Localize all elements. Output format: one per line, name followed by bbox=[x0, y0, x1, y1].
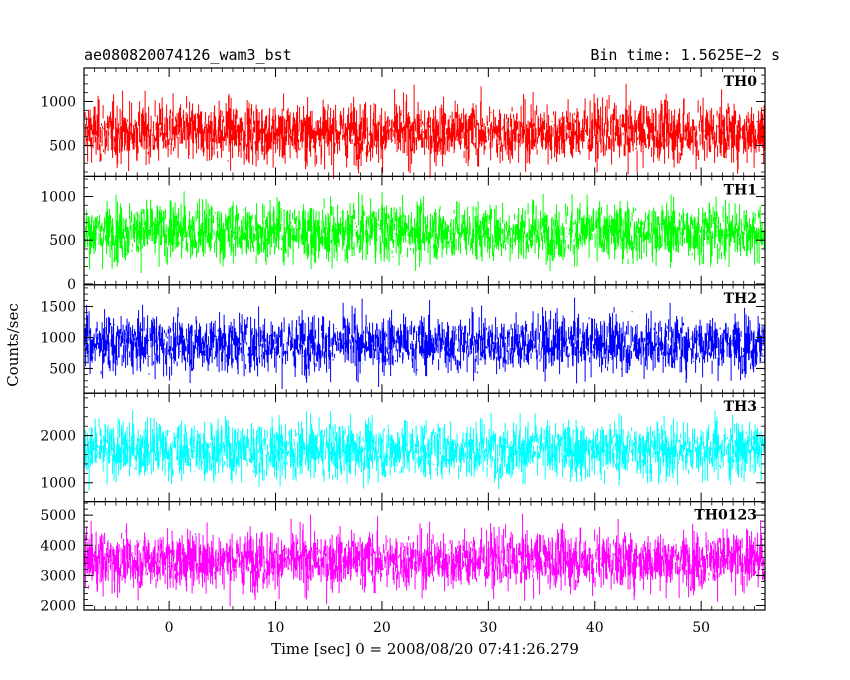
x-tick-label: 30 bbox=[479, 620, 497, 636]
y-tick-label: 3000 bbox=[40, 568, 76, 584]
x-tick-label: 0 bbox=[165, 620, 174, 636]
panel-th0123: 2000 3000 4000 5000 TH0123 bbox=[40, 501, 766, 614]
panel-label-th3: TH3 bbox=[724, 399, 757, 415]
chart-title-right: Bin time: 1.5625E−2 s bbox=[590, 46, 780, 64]
y-tick-label: 500 bbox=[49, 233, 76, 249]
panel-frame bbox=[83, 175, 766, 286]
y-tick-label: 2000 bbox=[40, 598, 76, 614]
series-line-th3 bbox=[84, 410, 766, 491]
chart-title-left: ae080820074126_wam3_bst bbox=[84, 46, 292, 64]
x-axis-label: Time [sec] 0 = 2008/08/20 07:41:26.279 bbox=[271, 640, 579, 658]
y-tick-label: 0 bbox=[67, 277, 76, 293]
panel-label-th1: TH1 bbox=[724, 182, 757, 198]
y-axis-label: Counts/sec bbox=[4, 303, 22, 387]
y-tick-label: 1000 bbox=[40, 476, 76, 492]
y-tick-label: 1000 bbox=[40, 94, 76, 110]
panel-label-th0: TH0 bbox=[724, 74, 758, 90]
panels-group: 500 1000 TH0 0 500 1000 TH1 500 1000 1500 TH2 1000 2… bbox=[40, 67, 766, 614]
x-tick-label: 10 bbox=[267, 620, 285, 636]
series-line-th0 bbox=[84, 83, 766, 179]
series-line-th0123 bbox=[84, 513, 766, 607]
panel-th2: 500 1000 1500 TH2 bbox=[40, 284, 766, 394]
x-tick-label: 50 bbox=[692, 620, 710, 636]
panel-label-th2: TH2 bbox=[724, 291, 757, 307]
y-tick-label: 5000 bbox=[40, 508, 76, 524]
y-tick-label: 1500 bbox=[40, 299, 76, 315]
y-tick-label: 4000 bbox=[40, 538, 76, 554]
panel-th1: 0 500 1000 TH1 bbox=[40, 175, 766, 293]
panel-th3: 1000 2000 TH3 bbox=[40, 392, 766, 503]
y-tick-label: 500 bbox=[49, 361, 76, 377]
y-tick-label: 1000 bbox=[40, 330, 76, 346]
x-tick-label: 40 bbox=[586, 620, 604, 636]
x-axis: 0 10 20 30 40 50 bbox=[165, 620, 710, 636]
y-tick-label: 1000 bbox=[40, 190, 76, 206]
x-tick-label: 20 bbox=[373, 620, 391, 636]
series-line-th1 bbox=[84, 191, 766, 273]
y-tick-label: 2000 bbox=[40, 429, 76, 445]
panel-th0: 500 1000 TH0 bbox=[40, 67, 766, 179]
panel-label-th0123: TH0123 bbox=[694, 508, 757, 524]
y-tick-label: 500 bbox=[49, 139, 76, 155]
series-line-th2 bbox=[84, 297, 766, 389]
